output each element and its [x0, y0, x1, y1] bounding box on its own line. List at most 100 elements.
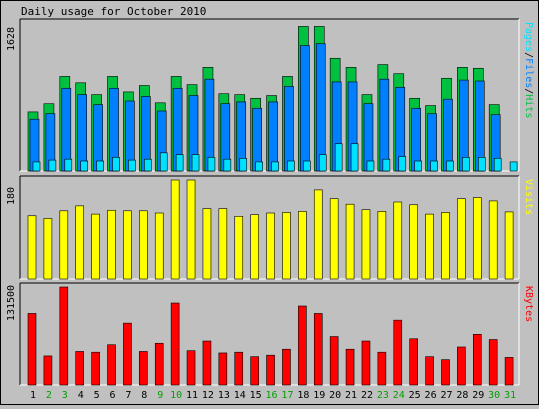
bar-visits-9 — [154, 212, 164, 280]
legend-text-kbytes-0: KBytes — [523, 286, 534, 322]
x-tick-label-9: 9 — [157, 390, 163, 401]
bar-visits-1 — [27, 215, 37, 280]
hits-day-19 — [313, 26, 327, 172]
panel-visits-max-label: 180 — [6, 187, 17, 205]
bar-kbytes-23 — [377, 351, 387, 386]
bar-visits-2 — [43, 218, 53, 280]
bar-visits-10 — [170, 179, 180, 280]
hits-day-5 — [91, 94, 104, 172]
hits-day-8 — [139, 85, 152, 172]
hits-day-7 — [123, 91, 136, 172]
bar-kbytes-7 — [123, 322, 132, 386]
bar-visits-25 — [409, 204, 418, 280]
x-tick-label-17: 17 — [281, 390, 293, 401]
bar-kbytes-22 — [361, 340, 371, 386]
x-tick-label-8: 8 — [141, 390, 147, 401]
bar-files-15 — [252, 107, 262, 172]
x-tick-label-19: 19 — [313, 390, 325, 401]
panel-hits-legend: Pages/Files/Hits — [523, 22, 534, 118]
x-tick-label-7: 7 — [125, 390, 131, 401]
bar-pages-16 — [271, 161, 279, 172]
bar-pages-21 — [350, 143, 359, 172]
bar-pages-7 — [128, 159, 136, 172]
bar-kbytes-15 — [250, 356, 259, 386]
hits-day-2 — [43, 103, 57, 172]
bar-kbytes-31 — [504, 357, 514, 386]
bar-kbytes-3 — [59, 286, 69, 386]
bar-files-16 — [268, 101, 278, 172]
hits-day-6 — [107, 76, 120, 172]
panel-kbytes: 131500 KBytes — [6, 282, 534, 386]
hits-day-4 — [75, 82, 89, 172]
x-tick-label-12: 12 — [202, 390, 214, 401]
bar-pages-23 — [382, 158, 391, 172]
bar-visits-22 — [361, 209, 371, 280]
bar-pages-12 — [207, 157, 216, 172]
panel-hits: 1628 Pages/Files/Hits — [6, 18, 534, 172]
bar-kbytes-1 — [27, 313, 37, 386]
bar-pages-24 — [398, 156, 407, 172]
x-tick-label-13: 13 — [218, 390, 230, 401]
bar-pages-25 — [414, 160, 422, 172]
x-tick-label-10: 10 — [170, 390, 182, 401]
bar-visits-6 — [107, 209, 116, 280]
bar-pages-31 — [509, 161, 518, 172]
bar-pages-1 — [32, 161, 41, 172]
bar-pages-13 — [223, 158, 232, 172]
x-tick-label-16: 16 — [266, 390, 278, 401]
hits-day-23 — [377, 64, 391, 172]
bar-visits-4 — [75, 205, 85, 280]
hits-day-9 — [154, 102, 168, 172]
bar-kbytes-21 — [345, 348, 355, 386]
bar-pages-30 — [493, 157, 502, 172]
hits-day-20 — [329, 57, 343, 172]
legend-text-hits-3: / — [523, 88, 534, 94]
bar-kbytes-8 — [139, 351, 148, 386]
legend-text-hits-2: Files — [523, 58, 534, 88]
hits-day-10 — [170, 76, 184, 172]
hits-day-21 — [345, 67, 359, 172]
bar-visits-17 — [282, 212, 291, 280]
legend-text-visits-0: Visits — [523, 179, 534, 215]
x-tick-label-29: 29 — [472, 390, 484, 401]
hits-day-28 — [457, 67, 470, 172]
x-tick-label-18: 18 — [297, 390, 309, 401]
bar-visits-11 — [186, 179, 196, 280]
bar-kbytes-5 — [91, 351, 100, 386]
bar-visits-21 — [345, 203, 355, 280]
bar-pages-26 — [430, 160, 438, 172]
x-tick-label-1: 1 — [30, 390, 36, 401]
bar-visits-8 — [139, 210, 148, 280]
panel-kbytes-max-label: 131500 — [6, 285, 17, 321]
bar-visits-16 — [266, 212, 275, 280]
hits-day-24 — [393, 73, 407, 172]
x-tick-label-3: 3 — [62, 390, 68, 401]
chart-title: Daily usage for October 2010 — [21, 5, 206, 18]
hits-day-16 — [266, 95, 279, 172]
hits-day-13 — [218, 93, 232, 172]
x-tick-label-27: 27 — [440, 390, 452, 401]
bar-pages-17 — [287, 160, 295, 172]
bar-pages-29 — [477, 157, 486, 172]
x-tick-label-25: 25 — [409, 390, 421, 401]
panel-visits: 180 Visits — [6, 175, 534, 280]
bar-visits-18 — [298, 211, 307, 280]
bar-files-3 — [61, 87, 72, 172]
legend-text-hits-1: / — [523, 52, 534, 58]
x-tick-label-21: 21 — [345, 390, 357, 401]
bar-kbytes-26 — [425, 356, 434, 386]
hits-day-1 — [27, 111, 41, 172]
bar-pages-14 — [239, 157, 248, 172]
bar-pages-4 — [80, 160, 89, 172]
bar-pages-8 — [144, 158, 152, 172]
hits-day-12 — [202, 67, 216, 172]
bar-files-19 — [315, 43, 326, 172]
bar-visits-26 — [425, 213, 434, 280]
hits-day-14 — [234, 94, 248, 172]
bar-pages-15 — [255, 161, 263, 172]
bar-kbytes-18 — [298, 305, 307, 386]
hits-day-30 — [488, 104, 502, 172]
bar-visits-23 — [377, 211, 387, 280]
bar-kbytes-10 — [170, 302, 180, 386]
